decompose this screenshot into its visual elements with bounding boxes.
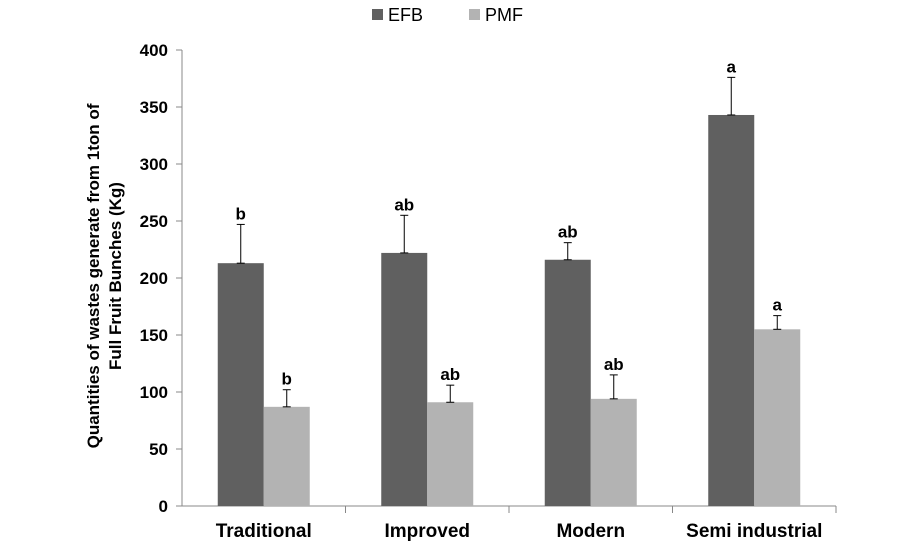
bar-pmf (427, 402, 474, 506)
y-tick-label: 100 (140, 383, 168, 402)
bar-annotation: ab (604, 355, 624, 374)
bar-pmf (590, 398, 637, 506)
bar-annotation: b (236, 204, 246, 223)
bar-pmf (754, 329, 801, 506)
y-axis-label-line: Quantities of wastes generate from 1ton … (84, 103, 103, 448)
x-axis-tick-labels: Traditional Improved Modern Semi industrial (216, 521, 823, 542)
bars (217, 114, 801, 506)
y-axis-tick-labels: 0 50 100 150 200 250 300 350 400 (140, 41, 168, 516)
y-tick-label: 150 (140, 326, 168, 345)
bar-efb (708, 114, 755, 506)
bar-annotation: a (773, 296, 783, 315)
x-tick-label: Modern (556, 521, 625, 542)
legend-label-pmf: PMF (485, 5, 523, 25)
y-tick-label: 50 (149, 440, 168, 459)
bar-efb (217, 263, 264, 506)
bar-annotation: a (727, 57, 737, 76)
legend-label-efb: EFB (388, 5, 423, 25)
legend-swatch-pmf (469, 9, 480, 20)
bar-annotation: ab (440, 365, 460, 384)
y-tick-label: 0 (159, 497, 168, 516)
bar-efb (544, 259, 591, 506)
x-tick-label: Improved (384, 521, 470, 542)
y-axis-label: Quantities of wastes generate from 1ton … (84, 103, 125, 448)
error-bars (236, 76, 782, 408)
y-tick-label: 200 (140, 269, 168, 288)
y-tick-label: 250 (140, 212, 168, 231)
legend: EFB PMF (372, 5, 523, 25)
x-tick-label: Traditional (216, 521, 312, 542)
y-tick-label: 400 (140, 41, 168, 60)
y-axis-label-line: Full Fruit Bunches (Kg) (106, 182, 125, 370)
y-tick-label: 350 (140, 98, 168, 117)
bar-annotation: ab (558, 223, 578, 242)
x-tick-label: Semi industrial (686, 521, 822, 542)
bar-pmf (263, 406, 310, 506)
bar-annotation: ab (394, 195, 414, 214)
bar-annotation: b (282, 370, 292, 389)
y-tick-label: 300 (140, 155, 168, 174)
legend-swatch-efb (372, 9, 383, 20)
bar-efb (381, 252, 428, 506)
